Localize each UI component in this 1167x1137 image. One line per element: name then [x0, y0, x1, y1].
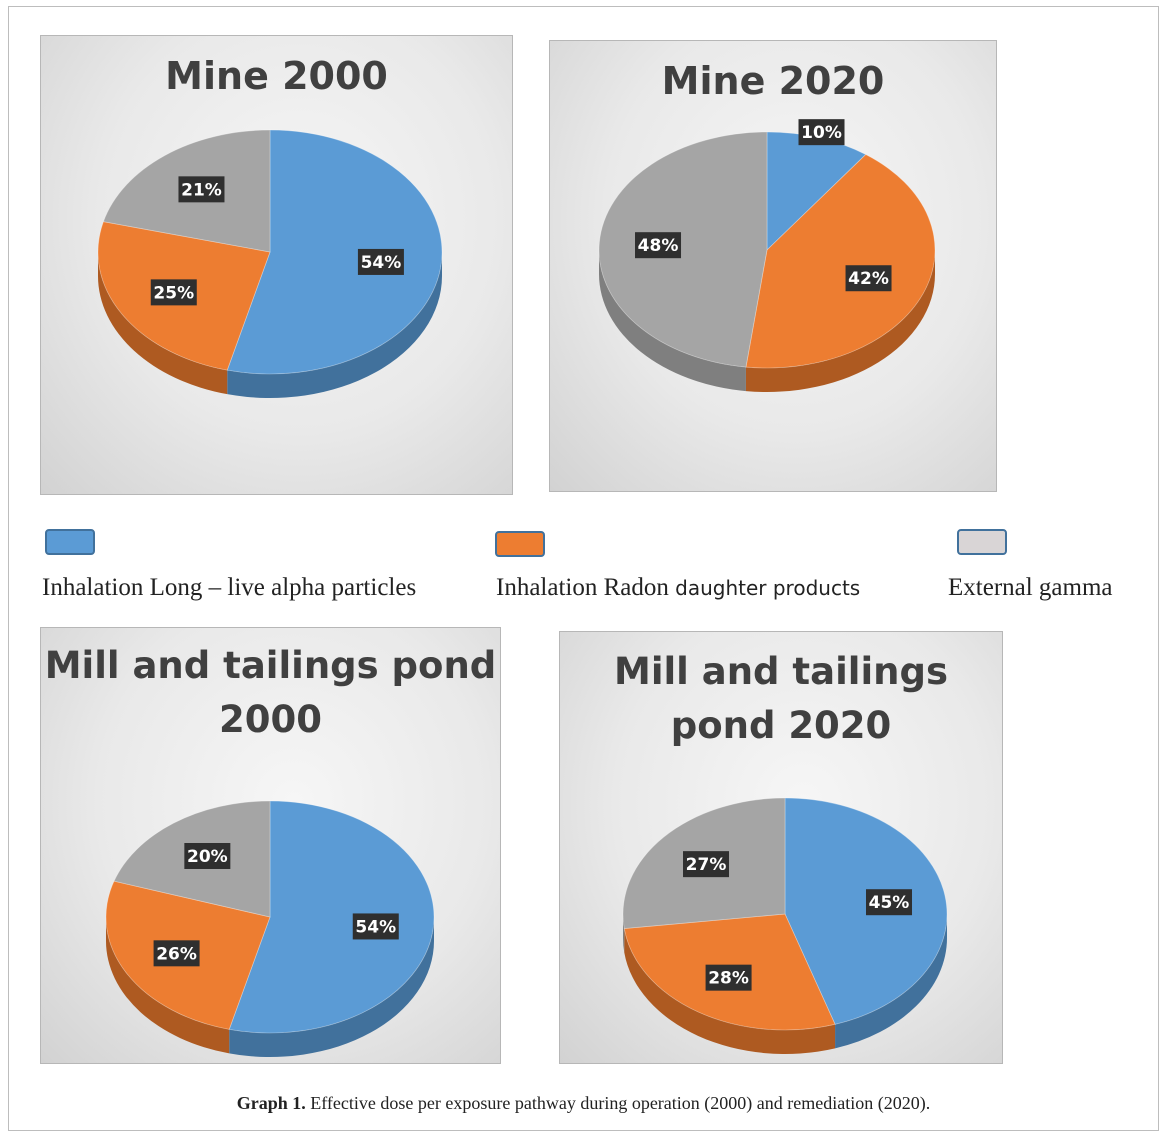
chart-title-line-2: 2000: [219, 698, 322, 741]
figure-caption: Graph 1. Effective dose per exposure pat…: [236, 1093, 931, 1113]
data-label-box: [357, 248, 404, 275]
pie-data-labels: 10% 42% 48%: [635, 119, 892, 292]
slice-radon-daughter-side: [98, 252, 228, 395]
legend-swatch-radon-daughter: [495, 531, 545, 557]
pie-chart: 10% 42% 48%: [598, 119, 936, 393]
chart-title: Mine 2020: [661, 59, 885, 103]
data-label: 26%: [156, 944, 197, 964]
chart-panel-mine-2000: Mine 2000 54% 25% 21%: [40, 35, 513, 495]
data-label: 20%: [187, 847, 228, 867]
data-label: 25%: [153, 283, 194, 303]
chart-title-line-1: Mill and tailings pond: [44, 644, 497, 687]
data-label-box: [153, 940, 200, 967]
data-label-box: [184, 843, 231, 870]
pie-side-walls: [623, 914, 947, 1054]
legend-label-long-lived-alpha: Inhalation Long – live alpha particles: [42, 574, 417, 601]
slice-long-lived-alpha-side: [835, 914, 947, 1049]
chart-title-line-1: Mill and tailings: [614, 650, 948, 693]
data-label: 54%: [361, 253, 402, 273]
pie-data-labels: 54% 25% 21%: [150, 176, 404, 306]
chart-panel-mine-2020: 10% 42% 48% Mine 2020: [549, 40, 997, 492]
pie-slices: [598, 131, 936, 369]
slice-long-lived-alpha-side: [227, 252, 442, 398]
data-label: 10%: [801, 123, 842, 143]
data-label: 45%: [869, 893, 910, 913]
slice-long-lived-alpha: [784, 797, 948, 1025]
slice-external-gamma-side: [599, 250, 746, 392]
legend-label-radon-daughter: Inhalation Radon daughter products: [496, 574, 861, 601]
chart-panel-mill-2000: Mill and tailings pond 2000 54% 26% 20%: [40, 627, 501, 1064]
data-label: 48%: [638, 236, 679, 256]
chart-title: Mine 2000: [165, 54, 388, 98]
data-label: 27%: [686, 855, 727, 875]
slice-long-lived-alpha: [228, 800, 435, 1034]
data-label-box: [635, 232, 682, 259]
slice-long-lived-alpha: [226, 129, 443, 375]
slice-radon-daughter-side: [624, 928, 836, 1054]
data-label-box: [705, 964, 752, 991]
legend-swatch-external-gamma: [957, 529, 1007, 555]
slice-external-gamma: [598, 131, 768, 368]
pie-chart: 54% 25% 21%: [97, 129, 443, 398]
slice-long-lived-alpha-side: [229, 917, 434, 1057]
slice-radon-daughter: [745, 154, 936, 369]
data-label: 42%: [848, 269, 889, 289]
pie-data-labels: 45% 28% 27%: [683, 851, 913, 991]
data-label-box: [150, 279, 197, 306]
slice-radon-daughter-side: [106, 917, 230, 1054]
legend-swatch-long-lived-alpha: [45, 529, 95, 555]
figure-frame: [8, 6, 1159, 1131]
data-label: 28%: [708, 969, 749, 989]
data-label-box: [352, 913, 399, 940]
legend-label-external-gamma: External gamma: [948, 574, 1113, 601]
slice-radon-daughter-side: [745, 250, 935, 393]
data-label-box: [866, 889, 913, 916]
chart-title-line-2: pond 2020: [670, 704, 892, 747]
pie-side-walls: [599, 250, 935, 393]
pie-chart: 54% 26% 20%: [105, 800, 435, 1057]
pie-data-labels: 54% 26% 20%: [153, 843, 399, 967]
data-label: 21%: [181, 180, 222, 200]
data-label-box: [845, 265, 892, 292]
slice-external-gamma-side: [623, 914, 625, 953]
data-label-box: [798, 119, 845, 146]
pie-side-walls: [106, 917, 434, 1057]
data-label-box: [178, 176, 225, 203]
data-label-box: [683, 851, 730, 878]
pie-side-walls: [98, 252, 442, 398]
pie-chart: 45% 28% 27%: [622, 797, 948, 1054]
data-label: 54%: [355, 917, 396, 937]
chart-panel-mill-2020: Mill and tailings pond 2020 45% 28% 27%: [559, 631, 1003, 1064]
